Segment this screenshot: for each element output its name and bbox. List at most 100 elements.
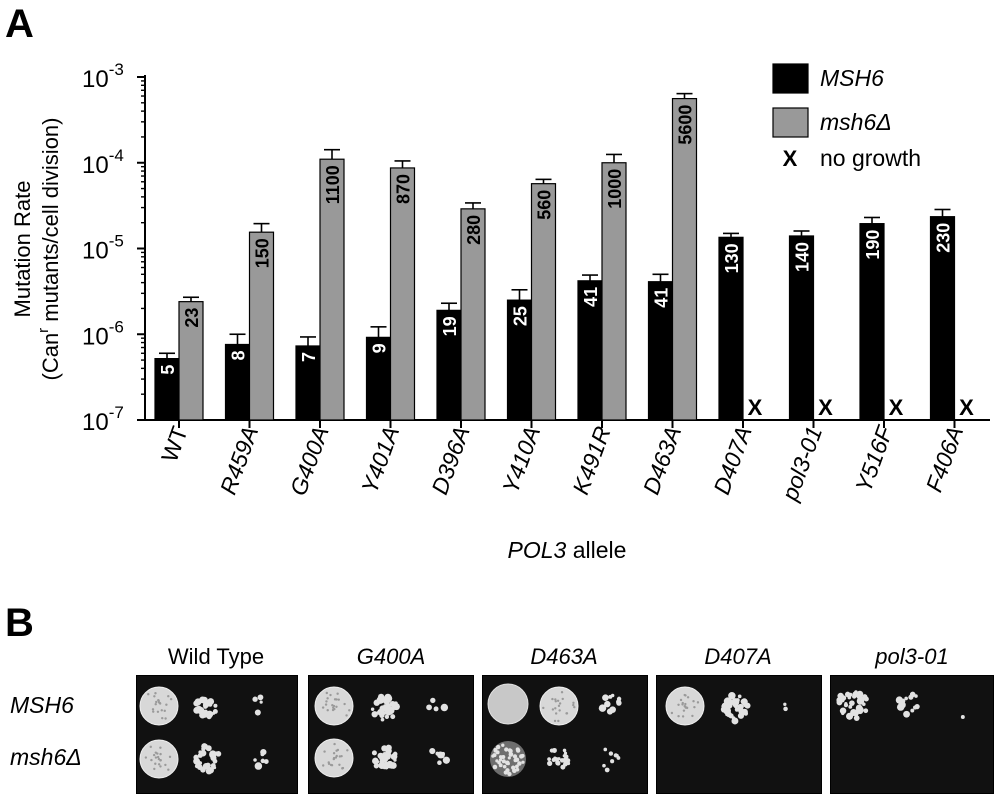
x-tick-label-y516f: Y516F [850,421,898,495]
x-tick-label-k491r: K491R [567,423,615,498]
colony-4-2 [960,714,965,719]
colony-1-4 [373,757,377,762]
colony-0-1 [206,710,214,718]
legend-swatch-msh6 [772,63,809,94]
no-growth-marker-f406a: X [959,395,974,420]
colony-1-2 [433,706,439,712]
colony-0-2 [259,700,263,704]
colony-1-4 [385,744,392,751]
bar-label-0-d396a: 19 [440,316,460,336]
colony-2-5 [604,767,610,773]
colony-1-2 [430,697,436,704]
y-axis-label-line1: Mutation Rate [10,181,35,318]
colony-4-0 [863,708,869,714]
colony-4-0 [849,700,855,706]
bar-msh6-r459a [224,343,251,421]
colony-2-2 [610,693,615,698]
y-tick-label: 10-7 [82,403,124,436]
colony-3-2 [783,706,788,712]
legend-label-msh6-: msh6Δ [820,109,892,135]
bar-label-1-wt: 23 [182,308,202,328]
bar-msh6-delta-y401a [389,167,416,421]
colony-2-2 [616,696,622,702]
colony-1-1 [382,696,391,705]
bar-msh6-delta-y410a [530,183,557,421]
plate-title-wild-type: Wild Type [167,644,265,669]
bar-msh6-delta-g400a [319,158,345,421]
bar-label-1-r459a: 150 [253,238,273,268]
colony-4-0 [837,692,844,700]
plate-title-d407a: D407A [704,644,772,669]
colony-2-4 [562,748,567,753]
colony-2-5 [602,763,606,768]
colony-1-4 [393,758,397,762]
colony-1-4 [389,763,395,769]
bar-msh6-delta-d463a [671,97,698,421]
colony-0-5 [260,748,267,756]
panel-letter-b: B [5,601,34,645]
bar-label-0-pol3-01: 140 [793,242,813,272]
colony-4-1 [908,694,914,700]
bar-label-1-k491r: 1000 [605,169,625,209]
colony-0-4 [202,763,210,770]
colony-1-4 [373,763,379,769]
colony-4-0 [846,712,854,720]
colony-1-1 [373,699,380,706]
colony-2-4 [547,760,553,766]
colony-3-1 [728,692,736,700]
colony-1-1 [390,714,396,720]
colony-0-5 [253,758,257,762]
y-tick-label: 10-6 [82,317,124,350]
colony-4-0 [856,697,865,705]
bar-label-0-d463a: 41 [652,288,672,308]
colony-0-2 [252,696,258,702]
colony-4-0 [841,711,845,716]
colony-2-4 [547,757,551,762]
y-tick-label: 10-5 [82,232,124,265]
x-tick-label-pol3-01: pol3-01 [776,423,827,505]
bar-msh6-d407a [718,236,744,421]
bar-msh6-f406a [929,216,956,421]
colony-1-2 [440,703,449,712]
x-tick-label-g400a: G400A [285,423,334,499]
bar-msh6-d463a [647,281,674,421]
plate-title-d463a: D463A [530,644,598,669]
colony-4-0 [851,709,858,716]
colony-1-1 [377,693,385,701]
colony-2-4 [563,754,569,760]
plate-g400a [308,675,474,794]
colony-2-4 [566,761,571,766]
bar-label-0-wt: 5 [158,365,178,375]
bar-label-0-g400a: 7 [299,352,319,362]
colony-4-0 [847,695,852,700]
colony-3-2 [783,702,787,706]
colony-2-4 [560,764,566,770]
plate-pol3-01 [830,675,994,794]
colony-1-1 [393,701,398,706]
colony-1-4 [371,750,377,756]
colony-0-1 [198,708,203,712]
bar-msh6-wt [154,358,180,421]
colony-1-5 [438,752,445,759]
colony-4-1 [910,708,915,713]
colony-2-2 [598,704,607,712]
plate-wild-type [136,675,298,794]
colony-1-5 [429,747,436,755]
colony-2-4 [554,757,559,762]
colony-1-1 [380,707,384,712]
colony-3-1 [737,694,742,699]
row-label-msh6: MSH6 [10,692,74,718]
colony-1-4 [384,751,392,759]
colony-4-1 [904,696,908,701]
y-tick-label: 10-3 [82,60,124,93]
bar-label-0-r459a: 8 [229,350,249,360]
colony-0-1 [202,702,209,709]
colony-4-1 [895,696,903,704]
bar-label-0-y516f: 190 [863,230,883,260]
colony-0-1 [199,711,206,719]
colony-2-4 [563,751,568,755]
x-axis-label: POL3 allele [508,537,627,563]
colony-4-0 [852,693,857,698]
bar-label-0-f406a: 230 [934,223,954,253]
colony-1-1 [379,712,385,719]
